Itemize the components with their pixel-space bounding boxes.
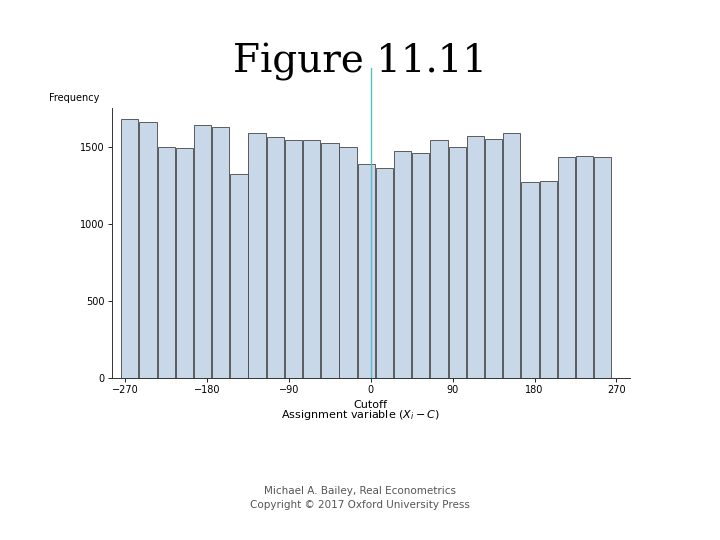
Text: Frequency: Frequency [50, 92, 100, 103]
Bar [285, 140, 302, 378]
Bar [140, 122, 157, 378]
Bar [176, 148, 193, 378]
Bar [412, 153, 429, 378]
Bar [158, 146, 175, 378]
Text: Michael A. Bailey, Real Econometrics
Copyright © 2017 Oxford University Press: Michael A. Bailey, Real Econometrics Cop… [250, 485, 470, 510]
Bar [539, 180, 557, 378]
Bar [303, 140, 320, 378]
Bar [212, 126, 230, 378]
Bar [431, 140, 448, 378]
Text: Assignment variable ($X_i - C$): Assignment variable ($X_i - C$) [281, 408, 439, 422]
Bar [503, 133, 521, 378]
Bar [266, 137, 284, 378]
Bar [485, 139, 503, 378]
Bar [449, 146, 466, 378]
Bar [467, 136, 484, 378]
Bar [394, 151, 411, 378]
Bar [248, 133, 266, 378]
Bar [576, 156, 593, 378]
Bar [558, 157, 575, 378]
Bar [521, 182, 539, 378]
X-axis label: Cutoff: Cutoff [354, 401, 388, 410]
Bar [230, 174, 248, 378]
Bar [321, 144, 338, 378]
Bar [194, 125, 211, 378]
Bar [358, 164, 375, 378]
Bar [339, 146, 356, 378]
Text: Figure 11.11: Figure 11.11 [233, 43, 487, 81]
Bar [376, 168, 393, 378]
Bar [121, 119, 138, 378]
Bar [594, 157, 611, 378]
